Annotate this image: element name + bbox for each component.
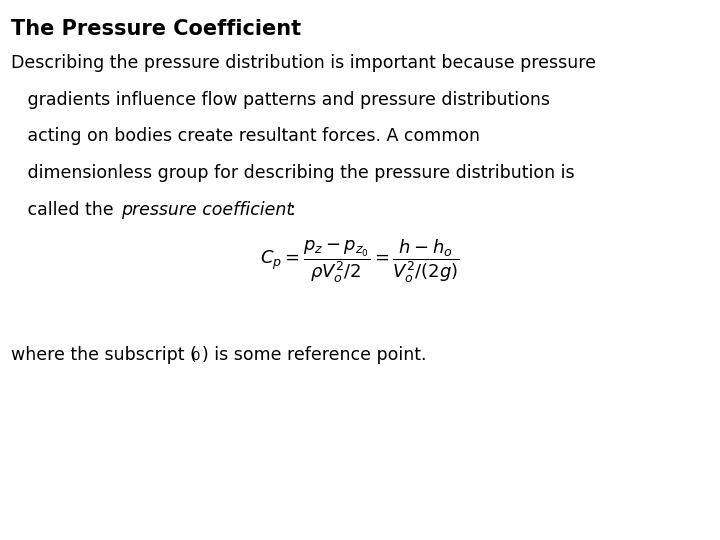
Text: The Pressure Coefficient: The Pressure Coefficient [11, 19, 301, 39]
Text: acting on bodies create resultant forces. A common: acting on bodies create resultant forces… [11, 127, 480, 145]
Text: called the: called the [11, 201, 119, 219]
Text: gradients influence flow patterns and pressure distributions: gradients influence flow patterns and pr… [11, 91, 550, 109]
Text: Describing the pressure distribution is important because pressure: Describing the pressure distribution is … [11, 54, 596, 72]
Text: $C_p = \dfrac{p_z - p_{z_0}}{\rho V_o^2 / 2} = \dfrac{h - h_o}{V_o^2 / (2g)}$: $C_p = \dfrac{p_z - p_{z_0}}{\rho V_o^2 … [260, 238, 460, 285]
Text: 0: 0 [192, 350, 200, 363]
Text: ) is some reference point.: ) is some reference point. [202, 346, 427, 363]
Text: dimensionless group for describing the pressure distribution is: dimensionless group for describing the p… [11, 164, 575, 182]
Text: pressure coefficient: pressure coefficient [121, 201, 293, 219]
Text: :: : [290, 201, 296, 219]
Text: where the subscript (: where the subscript ( [11, 346, 197, 363]
